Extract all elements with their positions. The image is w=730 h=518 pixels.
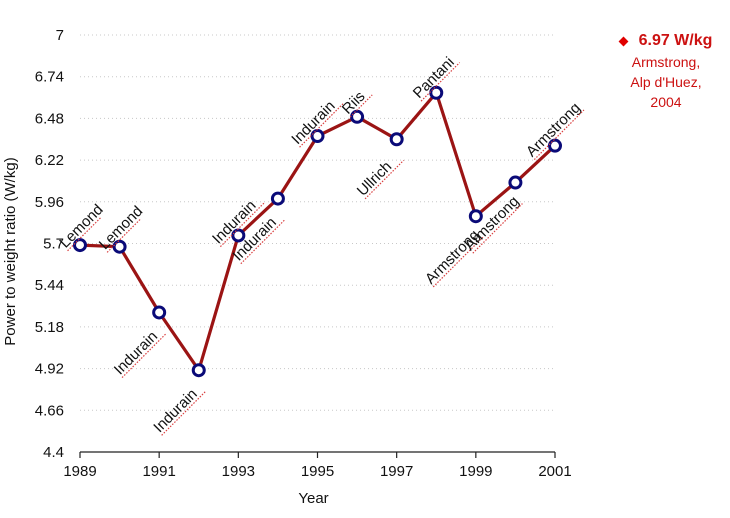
spellcheck-underline	[219, 202, 265, 248]
data-point	[191, 363, 206, 378]
point-label-group: Indurain	[111, 328, 167, 379]
y-tick-label: 5.96	[35, 194, 64, 211]
spellcheck-underline	[533, 109, 585, 161]
y-tick-label: 5.44	[35, 277, 64, 294]
y-tick-label: 4.92	[35, 361, 64, 378]
spellcheck-underline	[472, 203, 523, 254]
y-axis-title: Power to weight ratio (W/kg)	[2, 157, 19, 345]
data-point	[350, 109, 365, 124]
annotation-value: 6.97 W/kg	[638, 32, 713, 49]
spellcheck-underline	[121, 333, 167, 379]
spellcheck-underline	[240, 219, 286, 265]
annotation-legend-head: 6.97 W/kg	[602, 30, 730, 52]
y-tick-label: 6.48	[35, 110, 64, 127]
point-label: Riis	[339, 88, 369, 118]
annotation-line-1: Armstrong,	[631, 54, 701, 70]
y-tick-label: 4.66	[35, 402, 64, 419]
annotation-line-2: Alp d'Huez,	[630, 74, 702, 90]
point-label: Ullrich	[354, 158, 395, 199]
spellcheck-underline	[299, 102, 345, 148]
x-tick-label: 1997	[380, 463, 413, 480]
point-label: Indurain	[150, 386, 200, 436]
annotation-line-3: 2004	[650, 94, 682, 110]
point-label-group: Indurain	[150, 386, 207, 436]
point-label-group: Riis	[339, 88, 373, 118]
annotation-legend: 6.97 W/kg Armstrong, Alp d'Huez, 2004	[602, 30, 730, 112]
data-point	[152, 305, 167, 320]
data-point	[389, 132, 404, 147]
y-tick-label: 4.4	[43, 444, 64, 461]
y-tick-label: 5.7	[43, 236, 64, 253]
annotation-diamond-icon	[618, 36, 629, 46]
data-point	[548, 138, 562, 153]
data-point	[508, 175, 523, 190]
y-tick-label: 7	[56, 27, 64, 44]
y-tick-label: 5.18	[35, 319, 64, 336]
spellcheck-underline	[349, 94, 373, 118]
data-point	[310, 129, 325, 144]
x-axis-title: Year	[298, 490, 328, 507]
x-tick-label: 1995	[301, 463, 334, 480]
spellcheck-underline	[364, 159, 405, 200]
x-tick-label: 1993	[222, 463, 255, 480]
x-tick-label: 1999	[459, 463, 492, 480]
data-point	[468, 209, 483, 224]
data-point	[231, 228, 246, 243]
spellcheck-underline	[420, 62, 461, 102]
x-tick-label: 2001	[538, 463, 571, 480]
x-tick-label: 1989	[63, 463, 96, 480]
data-point	[270, 191, 285, 206]
point-label-group: Ullrich	[354, 158, 405, 200]
spellcheck-underline	[161, 390, 207, 436]
data-point	[73, 238, 87, 253]
x-tick-label: 1991	[142, 463, 175, 480]
point-label: Indurain	[111, 328, 161, 378]
y-tick-label: 6.74	[35, 69, 64, 86]
data-point	[112, 239, 127, 254]
data-point	[429, 85, 444, 100]
y-tick-label: 6.22	[35, 152, 64, 169]
